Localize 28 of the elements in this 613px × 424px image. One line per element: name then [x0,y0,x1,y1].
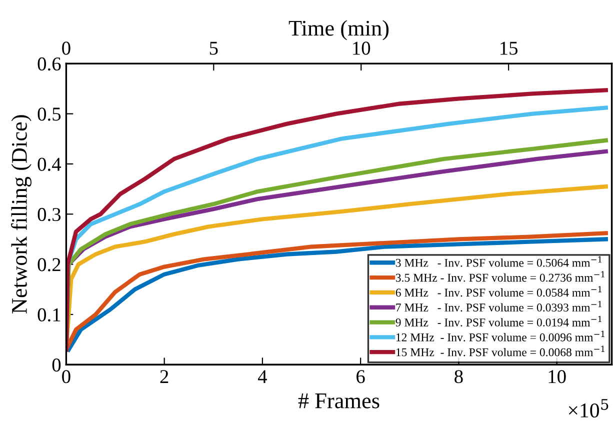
x2-tick-label: 5 [210,42,218,55]
legend-label: 15 MHz - Inv. PSF volume = 0.0068 mm$^{−1}$ [396,346,604,356]
x-tick-label: 6 [356,370,365,384]
x2-axis-title: Time (min) [288,20,389,40]
text: ×10$^{5}$ [568,399,608,418]
legend-label: 6 MHz - Inv. PSF volume = 0.0584 mm$^{−1}$ [396,286,602,297]
y-axis-title: Network filling (Dice) [11,115,32,314]
x-tick-label: 8 [454,370,463,384]
y-tick-label: 0 [52,358,61,372]
y-tick-label: 0.1 [38,308,60,322]
x-tick-label: 2 [160,370,168,383]
x2-tick-label: 10 [353,42,370,55]
legend-label: 12 MHz - Inv. PSF volume = 0.0096 mm$^{−1}$ [396,330,604,342]
legend-label: 3 MHz - Inv. PSF volume = 0.5064 mm$^{−1}$ [396,256,602,267]
x-tick-label: 10 [548,370,566,384]
y-tick-label: 0.5 [38,108,61,121]
x2-tick-label: 0 [62,42,70,55]
y-tick-label: 0.2 [38,258,60,272]
legend-label: 7 MHz - Inv. PSF volume = 0.0393 mm$^{−1}$ [396,300,602,312]
x2-tick-label: 15 [500,42,518,55]
x-tick-label: 4 [258,370,268,383]
x-tick-label: 0 [62,370,70,384]
y-tick-label: 0.3 [38,208,61,222]
x-axis-title: # Frames [298,394,380,408]
y-tick-label: 0.6 [38,57,61,71]
legend-label: 3.5 MHz - Inv. PSF volume = 0.2736 mm$^{−1}$ [396,271,604,282]
legend-label: 9 MHz - Inv. PSF volume = 0.0194 mm$^{−1}$ [396,316,602,326]
y-tick-label: 0.4 [38,158,62,171]
